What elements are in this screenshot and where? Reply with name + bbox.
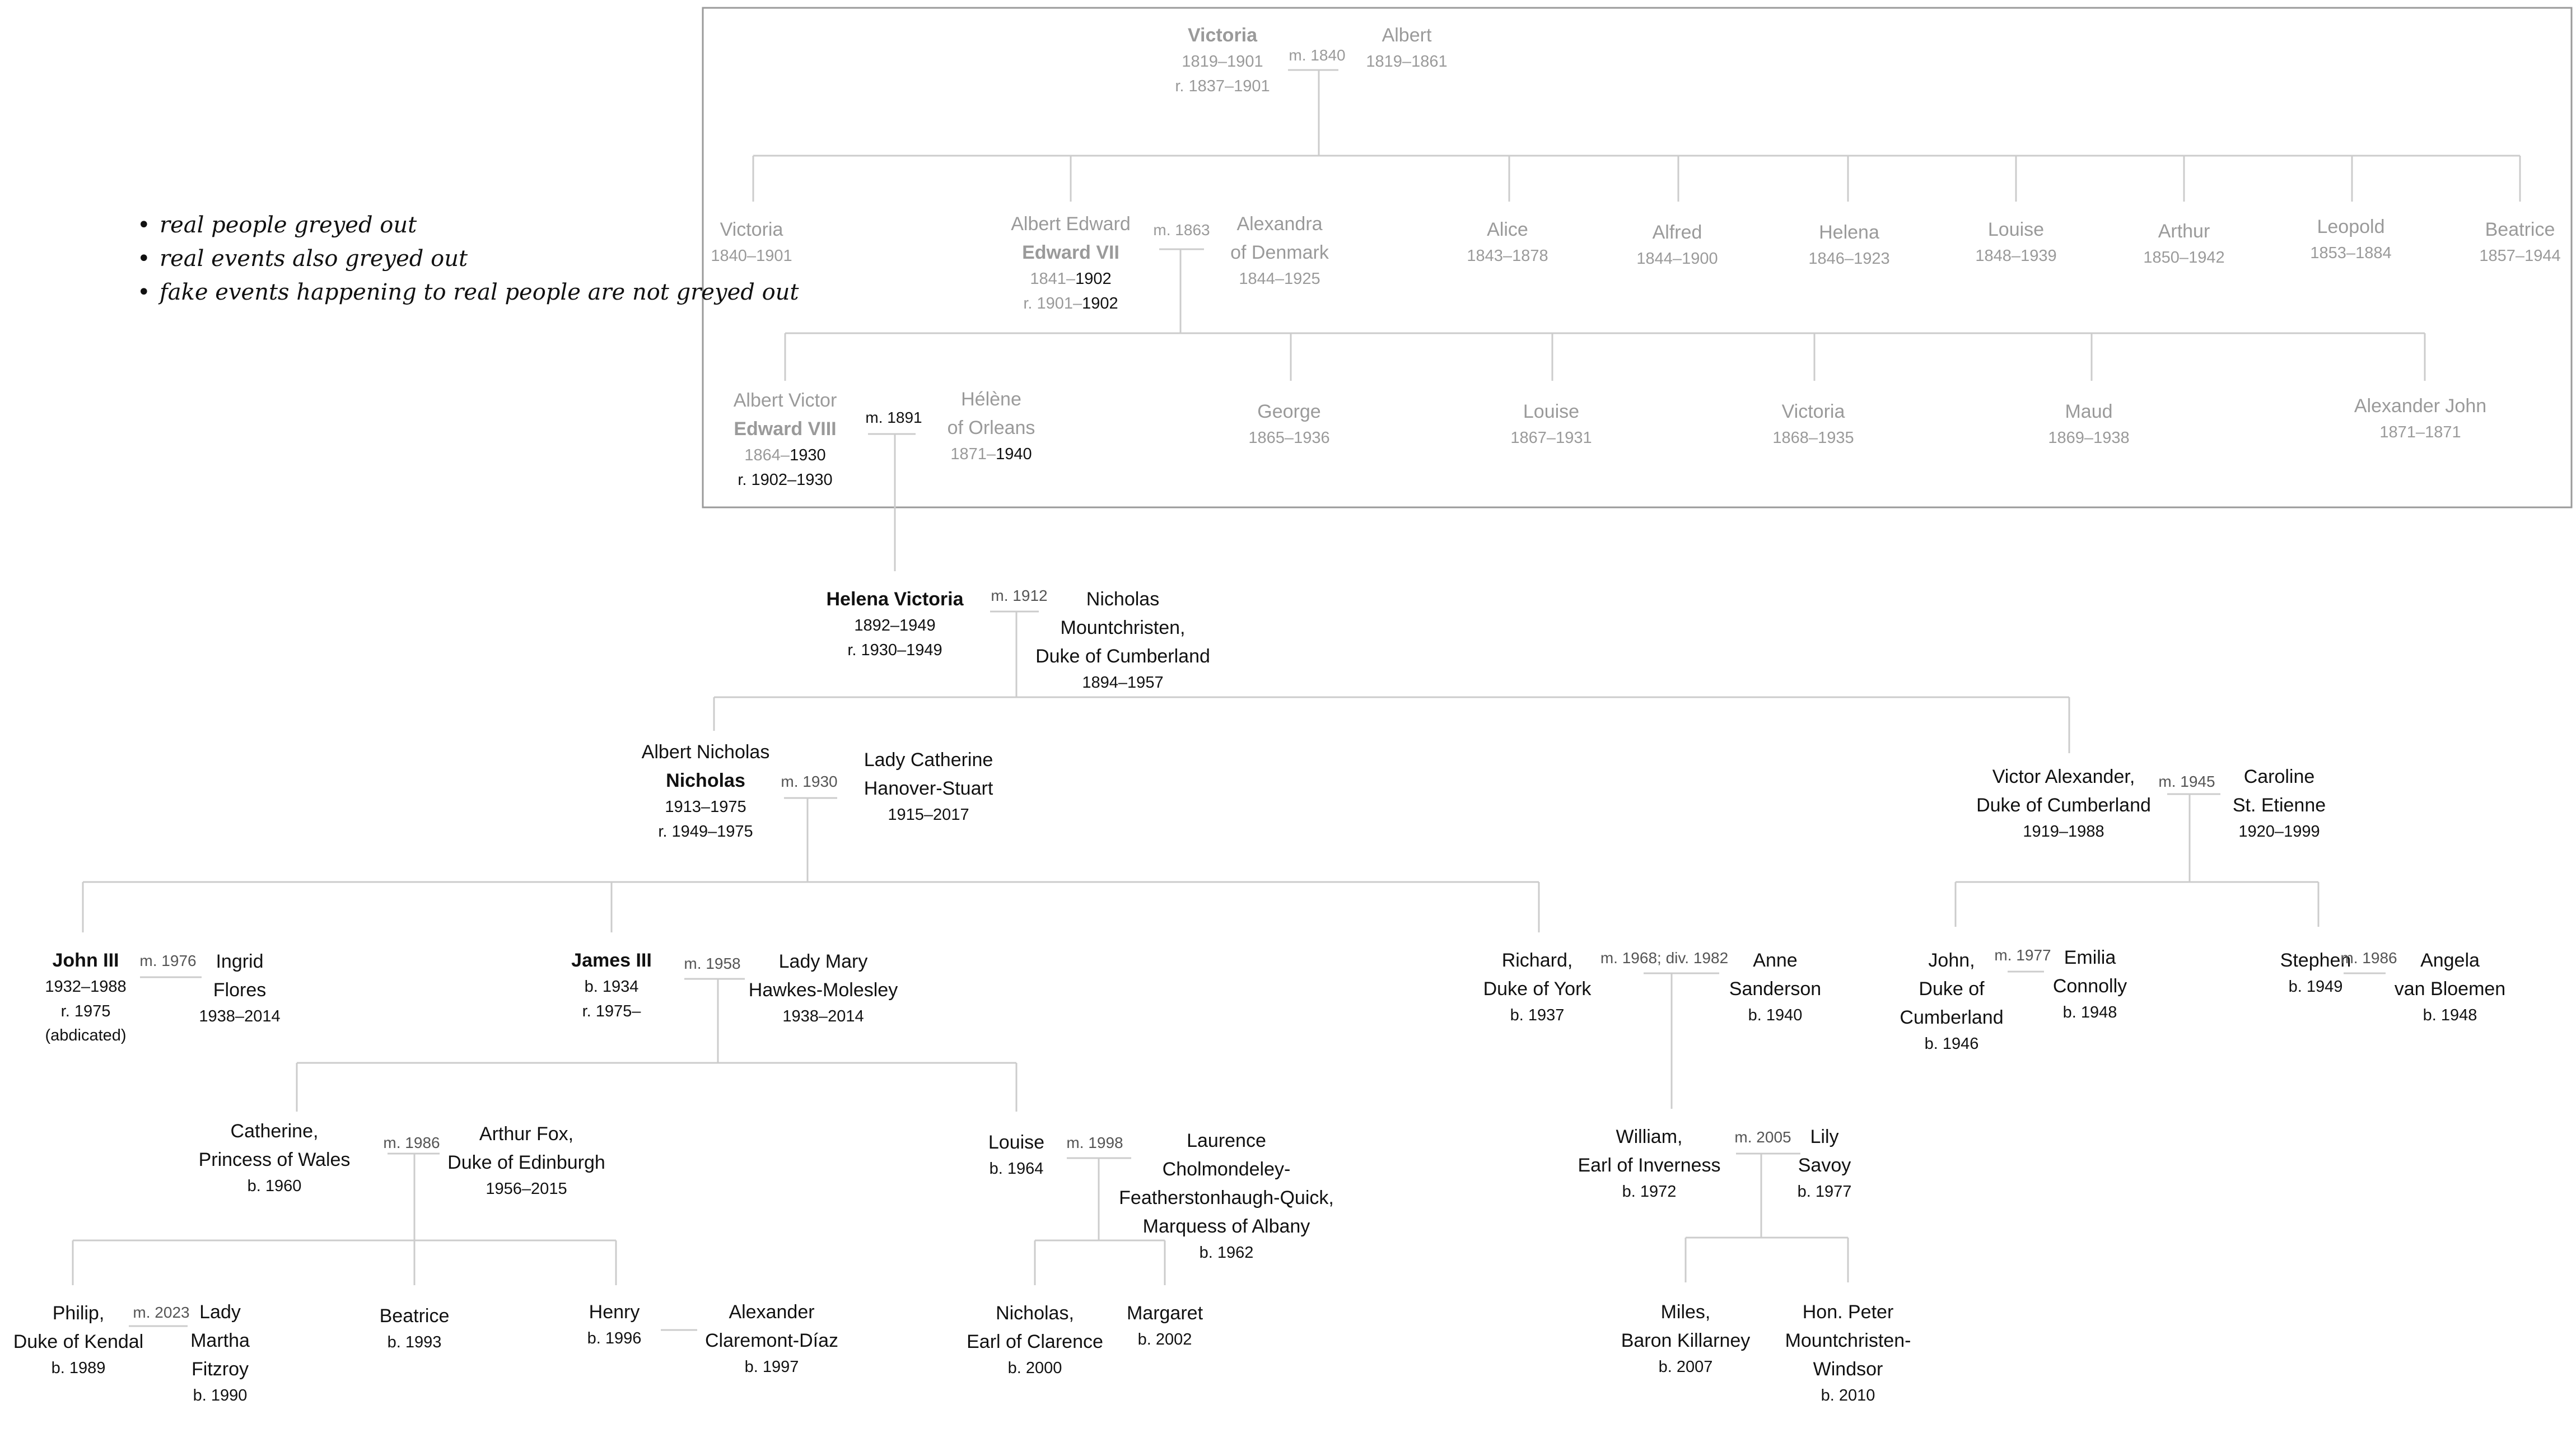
- marriage-label: m. 2023: [133, 1304, 190, 1321]
- death-year: 1930: [790, 446, 826, 464]
- person-angela: Angela van Bloemen b. 1948: [2394, 950, 2506, 1024]
- person-george: George 1865–1936: [1248, 401, 1330, 447]
- marriage-line: [868, 433, 916, 571]
- sibling-bar: [784, 332, 2426, 381]
- person-beatrice-1857: Beatrice 1857–1944: [2479, 219, 2561, 265]
- person-albert-victor: Albert Victor Edward VIII 1864–1930 r. 1…: [733, 390, 837, 489]
- person-helena: Helena 1846–1923: [1808, 222, 1890, 268]
- birth-year: 1841–: [1030, 270, 1076, 288]
- person-louise-1964: Louise b. 1964: [988, 1132, 1045, 1178]
- death-year: 1940: [996, 445, 1032, 463]
- person-maud: Maud 1869–1938: [2048, 401, 2130, 447]
- marriage-label: m. 1840: [1289, 46, 1346, 64]
- person-alexander-claremont-diaz: Alexander Claremont-Díaz b. 1997: [704, 1301, 839, 1376]
- birth-year: 1871–: [950, 445, 996, 463]
- person-leopold: Leopold 1853–1884: [2310, 216, 2392, 262]
- legend-note: real people greyed out: [137, 208, 799, 242]
- person-john-iii: John III 1932–1988 r. 1975 (abdicated): [45, 950, 127, 1044]
- sibling-bar: [752, 155, 2521, 202]
- person-catherine-princess-of-wales: Catherine, Princess of Wales b. 1960: [198, 1121, 351, 1195]
- sibling-bar: [82, 881, 1540, 932]
- person-ingrid: Ingrid Flores 1938–2014: [199, 951, 281, 1025]
- person-richard: Richard, Duke of York b. 1937: [1483, 950, 1592, 1024]
- marriage-label: m. 1968; div. 1982: [1600, 949, 1729, 967]
- reign-start: r. 1901–: [1023, 294, 1082, 312]
- person-caroline: Caroline St. Etienne 1920–1999: [2232, 766, 2326, 841]
- sibling-bar: [1954, 881, 2320, 927]
- marriage-label: m. 1998: [1066, 1134, 1123, 1151]
- marriage-label: m. 1977: [1994, 946, 2051, 964]
- person-stephen: Stephen b. 1949: [2280, 950, 2351, 996]
- person-victoria-1868: Victoria 1868–1935: [1772, 401, 1854, 447]
- person-albert: Albert 1819–1861: [1366, 25, 1448, 71]
- person-philip: Philip, Duke of Kendal b. 1989: [13, 1303, 144, 1377]
- person-victoria-1840: Victoria 1840–1901: [711, 219, 792, 265]
- person-arthur-fox: Arthur Fox, Duke of Edinburgh 1956–2015: [447, 1123, 605, 1198]
- person-alfred: Alfred 1844–1900: [1636, 222, 1718, 268]
- marriage-line: [990, 610, 1039, 697]
- marriage-line: [1067, 1157, 1131, 1240]
- marriage-line: [784, 797, 837, 882]
- marriage-line: [388, 1152, 440, 1240]
- person-louise-1848: Louise 1848–1939: [1975, 219, 2057, 265]
- marriage-line: [1159, 248, 1204, 333]
- person-lady-catherine: Lady Catherine Hanover-Stuart 1915–2017: [864, 749, 993, 824]
- marriage-label: m. 1986: [2340, 949, 2397, 967]
- person-laurence: Laurence Cholmondeley- Featherstonhaugh-…: [1119, 1130, 1334, 1262]
- sibling-bar: [72, 1239, 617, 1285]
- person-alexander-john: Alexander John 1871–1871: [2354, 395, 2487, 441]
- marriage-label: m. 1930: [781, 773, 838, 790]
- marriage-label: m. 1863: [1153, 221, 1210, 239]
- marriage-label: m. 1891: [865, 409, 922, 426]
- person-helena-victoria: Helena Victoria 1892–1949 r. 1930–1949: [826, 589, 964, 659]
- marriage-label: m. 1976: [139, 952, 197, 969]
- person-arthur: Arthur 1850–1942: [2143, 221, 2225, 267]
- person-anne: Anne Sanderson b. 1940: [1729, 950, 1822, 1024]
- person-lady-martha: Lady Martha Fitzroy b. 1990: [190, 1301, 250, 1404]
- person-james-iii: James III b. 1934 r. 1975–: [571, 950, 652, 1020]
- marriage-label: m. 1912: [991, 587, 1048, 604]
- marriage-label: m. 1958: [684, 955, 741, 972]
- person-beatrice-1993: Beatrice b. 1993: [379, 1305, 450, 1351]
- death-year: 1902: [1075, 270, 1112, 288]
- person-peter: Hon. Peter Mountchristen- Windsor b. 201…: [1785, 1301, 1911, 1404]
- marriage-line: [1736, 1152, 1800, 1238]
- person-margaret: Margaret b. 2002: [1126, 1303, 1203, 1348]
- person-john-cumberland: John, Duke of Cumberland b. 1946: [1900, 950, 2004, 1053]
- person-lily: Lily Savoy b. 1977: [1797, 1126, 1852, 1201]
- person-emilia: Emilia Connolly b. 1948: [2052, 947, 2127, 1021]
- person-helene: Hélène of Orleans 1871–1940: [947, 389, 1035, 463]
- marriage-line: [1288, 69, 1338, 156]
- legend-notes: real people greyed out real events also …: [137, 208, 799, 309]
- person-albert-edward: Albert Edward Edward VII 1841–1902 r. 19…: [1011, 213, 1131, 312]
- sibling-bar: [1034, 1239, 1166, 1285]
- person-louise-1867: Louise 1867–1931: [1510, 401, 1592, 447]
- person-nicholas-mountchristen: Nicholas Mountchristen, Duke of Cumberla…: [1035, 589, 1210, 692]
- person-lady-mary: Lady Mary Hawkes-Molesley 1938–2014: [748, 951, 898, 1025]
- reign-end: 1902: [1082, 294, 1118, 312]
- person-william: William, Earl of Inverness b. 1972: [1578, 1126, 1721, 1201]
- marriage-line: [2167, 793, 2220, 882]
- marriage-line: [684, 978, 745, 1063]
- person-henry: Henry b. 1996: [587, 1301, 642, 1347]
- marriage-label: m. 1945: [2158, 773, 2215, 790]
- sibling-bar: [1684, 1236, 1849, 1282]
- person-victor-alexander: Victor Alexander, Duke of Cumberland 191…: [1976, 766, 2151, 841]
- marriage-label: m. 1986: [383, 1134, 440, 1151]
- birth-year: 1864–: [744, 446, 790, 464]
- person-albert-nicholas: Albert Nicholas Nicholas 1913–1975 r. 19…: [641, 741, 770, 841]
- person-nicholas-clarence: Nicholas, Earl of Clarence b. 2000: [967, 1303, 1103, 1377]
- person-victoria: Victoria 1819–1901 r. 1837–1901: [1175, 25, 1270, 95]
- legend-note: real events also greyed out: [137, 242, 799, 276]
- marriage-label: m. 2005: [1734, 1128, 1791, 1146]
- person-miles: Miles, Baron Killarney b. 2007: [1621, 1301, 1751, 1376]
- person-alice: Alice 1843–1878: [1467, 219, 1548, 265]
- sibling-bar: [713, 696, 2070, 753]
- person-alexandra: Alexandra of Denmark 1844–1925: [1230, 213, 1329, 288]
- marriage-line: [1644, 972, 1719, 1109]
- sibling-bar: [296, 1062, 1018, 1112]
- legend-note: fake events happening to real people are…: [137, 276, 799, 309]
